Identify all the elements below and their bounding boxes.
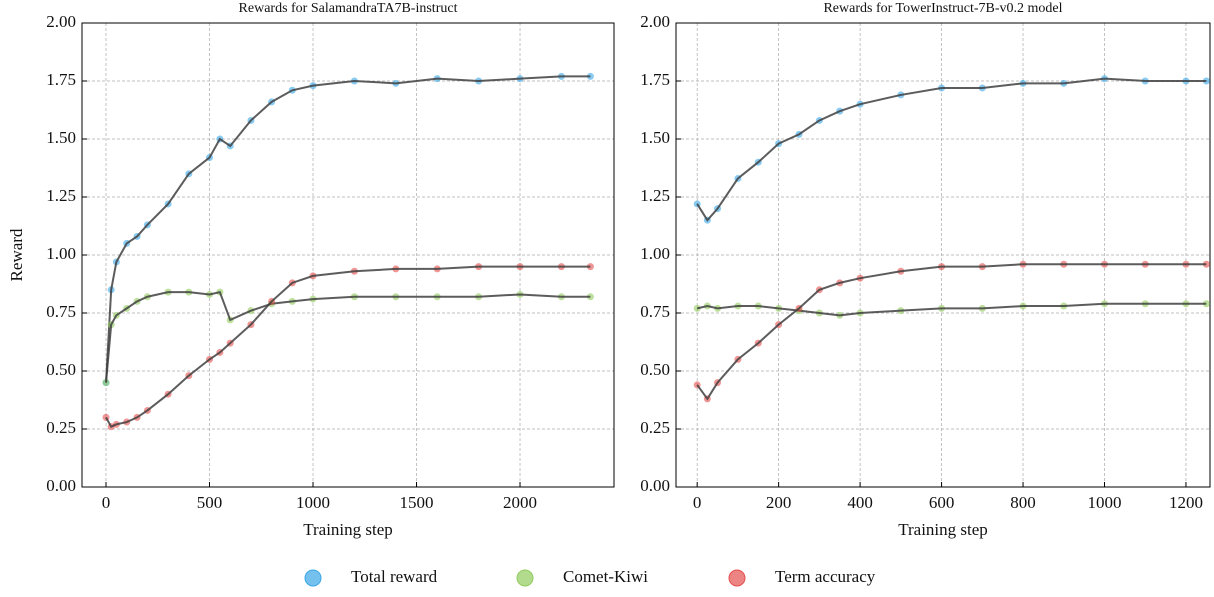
y-tick-label: 2.00: [46, 12, 76, 31]
y-tick-label: 0.50: [640, 360, 670, 379]
trend-line: [105, 265, 591, 428]
y-tick-label: 1.75: [46, 70, 76, 89]
legend-marker: [728, 569, 746, 587]
chart-title: Rewards for TowerInstruct-7B-v0.2 model: [823, 1, 1062, 16]
trend-line: [696, 77, 1207, 222]
legend-marker: [516, 569, 534, 587]
y-tick-label: 0.25: [640, 418, 670, 437]
legend-label: Total reward: [351, 567, 438, 586]
x-tick-label: 400: [847, 493, 873, 512]
x-tick-label: 600: [929, 493, 955, 512]
plot-frame: [81, 22, 615, 488]
legend-label: Term accuracy: [775, 567, 876, 586]
y-tick-label: 0.50: [46, 360, 76, 379]
y-tick-label: 1.25: [640, 186, 670, 205]
y-tick-label: 0.25: [46, 418, 76, 437]
y-tick-label: 1.50: [46, 128, 76, 147]
legend-label: Comet-Kiwi: [563, 567, 648, 586]
x-tick-label: 500: [197, 493, 223, 512]
x-axis-label: Training step: [303, 520, 393, 539]
chart-title: Rewards for SalamandraTA7B-instruct: [239, 1, 458, 16]
x-tick-label: 1500: [400, 493, 434, 512]
x-tick-label: 0: [693, 493, 702, 512]
x-tick-label: 1000: [296, 493, 330, 512]
x-tick-label: 1000: [1088, 493, 1122, 512]
x-tick-label: 2000: [503, 493, 537, 512]
y-tick-label: 0.75: [46, 302, 76, 321]
y-tick-label: 0.00: [46, 476, 76, 495]
y-tick-label: 1.00: [46, 244, 76, 263]
y-tick-label: 1.50: [640, 128, 670, 147]
y-tick-label: 1.25: [46, 186, 76, 205]
x-tick-label: 0: [102, 493, 111, 512]
y-tick-label: 1.00: [640, 244, 670, 263]
y-tick-label: 0.00: [640, 476, 670, 495]
y-axis-label: Reward: [7, 228, 26, 281]
x-tick-label: 800: [1010, 493, 1036, 512]
x-tick-label: 1200: [1169, 493, 1203, 512]
plot-frame: [675, 22, 1211, 488]
trend-line: [105, 75, 591, 383]
y-tick-label: 2.00: [640, 12, 670, 31]
trend-line: [696, 263, 1207, 401]
trend-line: [105, 290, 591, 383]
x-axis-label: Training step: [898, 520, 988, 539]
y-tick-label: 1.75: [640, 70, 670, 89]
y-tick-label: 0.75: [640, 302, 670, 321]
trend-line: [696, 302, 1207, 317]
legend-marker: [304, 569, 322, 587]
x-tick-label: 200: [766, 493, 792, 512]
